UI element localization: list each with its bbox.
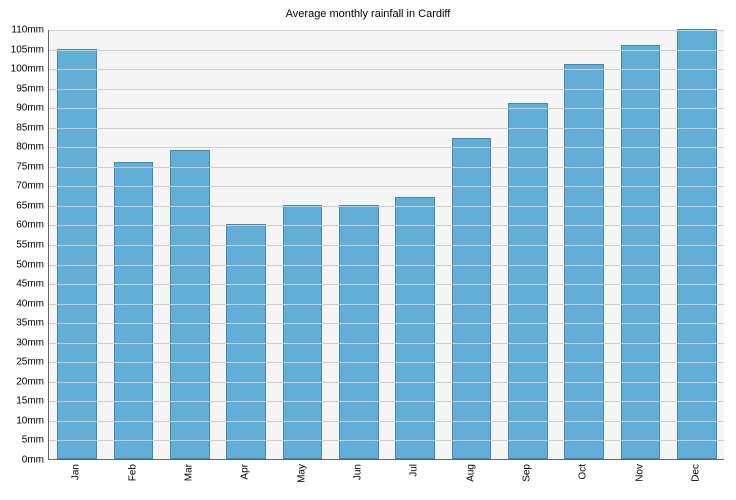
- gridline: [49, 245, 724, 246]
- y-tick-label: 25mm: [16, 357, 44, 368]
- gridline: [49, 265, 724, 266]
- y-tick-label: 80mm: [16, 142, 44, 153]
- gridline: [49, 128, 724, 129]
- gridline: [49, 225, 724, 226]
- plot-area: [48, 30, 724, 460]
- bar: [677, 29, 716, 459]
- gridline: [49, 362, 724, 363]
- y-tick-label: 70mm: [16, 181, 44, 192]
- x-tick-label: Sep: [521, 464, 532, 482]
- y-tick-label: 75mm: [16, 161, 44, 172]
- y-tick-label: 110mm: [11, 25, 44, 36]
- y-tick-label: 15mm: [16, 396, 44, 407]
- y-tick-label: 10mm: [16, 415, 44, 426]
- gridline: [49, 382, 724, 383]
- x-tick-label: Nov: [634, 464, 645, 482]
- gridline: [49, 343, 724, 344]
- gridline: [49, 167, 724, 168]
- y-tick-label: 45mm: [16, 279, 44, 290]
- gridline: [49, 89, 724, 90]
- y-tick-label: 95mm: [16, 83, 44, 94]
- gridline: [49, 30, 724, 31]
- x-tick-label: Aug: [465, 464, 476, 482]
- chart-title: Average monthly rainfall in Cardiff: [0, 8, 736, 20]
- gridline: [49, 284, 724, 285]
- rainfall-chart: Average monthly rainfall in Cardiff 0mm 5…: [0, 0, 736, 500]
- y-tick-label: 30mm: [16, 337, 44, 348]
- x-tick-label: Dec: [690, 464, 701, 482]
- y-tick-label: 50mm: [16, 259, 44, 270]
- y-tick-label: 105mm: [11, 44, 44, 55]
- gridline: [49, 186, 724, 187]
- gridline: [49, 323, 724, 324]
- y-tick-label: 60mm: [16, 220, 44, 231]
- gridline: [49, 50, 724, 51]
- bar: [564, 64, 603, 459]
- gridline: [49, 108, 724, 109]
- gridline: [49, 421, 724, 422]
- y-tick-label: 90mm: [16, 103, 44, 114]
- x-tick-label: Oct: [578, 464, 589, 480]
- x-tick-label: Mar: [183, 464, 194, 481]
- y-tick-label: 35mm: [16, 318, 44, 329]
- y-tick-label: 65mm: [16, 200, 44, 211]
- x-tick-label: Jul: [409, 464, 420, 477]
- x-tick-label: Jan: [71, 464, 82, 480]
- gridline: [49, 304, 724, 305]
- gridline: [49, 69, 724, 70]
- bar: [508, 103, 547, 459]
- y-tick-label: 40mm: [16, 298, 44, 309]
- gridline: [49, 401, 724, 402]
- x-tick-label: Feb: [127, 464, 138, 481]
- gridline: [49, 440, 724, 441]
- y-tick-label: 100mm: [11, 64, 44, 75]
- bar: [57, 49, 96, 459]
- bar: [395, 197, 434, 459]
- x-tick-label: May: [296, 464, 307, 483]
- y-tick-label: 0mm: [22, 455, 44, 466]
- y-tick-label: 85mm: [16, 122, 44, 133]
- x-tick-label: Apr: [240, 464, 251, 480]
- gridline: [49, 206, 724, 207]
- y-tick-label: 20mm: [16, 376, 44, 387]
- gridline: [49, 147, 724, 148]
- x-tick-label: Jun: [352, 464, 363, 480]
- y-tick-label: 55mm: [16, 240, 44, 251]
- y-tick-label: 5mm: [22, 435, 44, 446]
- bar: [621, 45, 660, 459]
